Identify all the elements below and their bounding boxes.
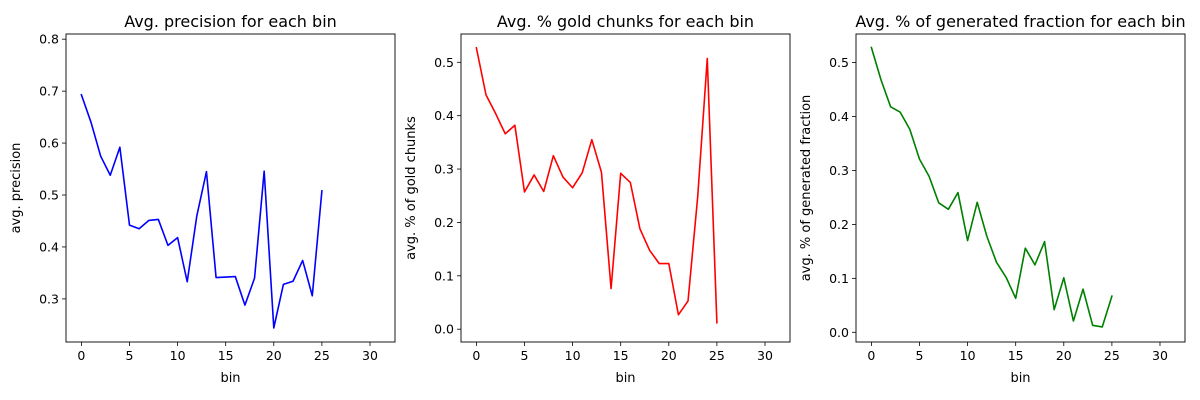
y-tick-label: 0.4 xyxy=(829,109,849,124)
x-tick-label: 10 xyxy=(565,348,581,363)
x-tick-label: 0 xyxy=(77,348,85,363)
plot-frame xyxy=(65,33,396,343)
chart-title: Avg. precision for each bin xyxy=(124,12,337,31)
x-tick-label: 25 xyxy=(314,348,330,363)
x-tick-label: 5 xyxy=(126,348,134,363)
plot-frame xyxy=(855,33,1186,343)
y-tick-label: 0.5 xyxy=(829,55,849,70)
y-tick-label: 0.1 xyxy=(434,268,454,283)
y-tick-label: 0.3 xyxy=(434,162,454,177)
series-line-1 xyxy=(80,93,323,329)
y-tick-label: 0.3 xyxy=(39,291,59,306)
x-tick-label: 5 xyxy=(521,348,529,363)
y-tick-label: 0.1 xyxy=(829,271,849,286)
x-tick-label: 0 xyxy=(867,348,875,363)
y-tick-label: 0.6 xyxy=(39,136,59,151)
x-tick-label: 15 xyxy=(1008,348,1024,363)
chart-panel-3: Avg. % of generated fraction for each bi… xyxy=(799,12,1186,386)
x-tick-label: 30 xyxy=(362,348,378,363)
y-tick-label: 0.2 xyxy=(434,215,454,230)
y-tick-label: 0.0 xyxy=(434,322,454,337)
chart-panel-1: Avg. precision for each bin 0 5 10 15 20 25 30 0… xyxy=(9,12,396,386)
y-tick-label: 0.0 xyxy=(829,325,849,340)
x-tick-label: 20 xyxy=(1056,348,1072,363)
x-axis-label: bin xyxy=(220,371,240,386)
series-line-1 xyxy=(475,46,718,324)
y-tick-label: 0.3 xyxy=(829,163,849,178)
chart-title: Avg. % of generated fraction for each bi… xyxy=(855,12,1185,31)
x-tick-label: 0 xyxy=(472,348,480,363)
x-tick-label: 25 xyxy=(1104,348,1120,363)
y-axis-label: avg. % of generated fraction xyxy=(799,95,814,282)
x-tick-label: 30 xyxy=(757,348,773,363)
x-tick-label: 30 xyxy=(1152,348,1168,363)
y-axis-label: avg. % of gold chunks xyxy=(404,116,419,260)
y-tick-label: 0.5 xyxy=(434,55,454,70)
y-tick-label: 0.8 xyxy=(39,32,59,47)
x-axis-label: bin xyxy=(1010,371,1030,386)
x-tick-label: 25 xyxy=(709,348,725,363)
x-tick-label: 20 xyxy=(266,348,282,363)
y-tick-label: 0.2 xyxy=(829,217,849,232)
chart-panel-2: Avg. % gold chunks for each bin 0 5 10 15 20 2… xyxy=(404,12,791,386)
y-tick-label: 0.4 xyxy=(39,239,59,254)
series-line-1 xyxy=(870,46,1113,328)
y-tick-label: 0.5 xyxy=(39,188,59,203)
x-tick-label: 5 xyxy=(916,348,924,363)
chart-title: Avg. % gold chunks for each bin xyxy=(497,12,754,31)
x-tick-label: 10 xyxy=(170,348,186,363)
x-tick-label: 10 xyxy=(960,348,976,363)
y-tick-label: 0.7 xyxy=(39,84,59,99)
x-axis-label: bin xyxy=(615,371,635,386)
y-axis-label: avg. precision xyxy=(9,143,24,234)
y-tick-label: 0.4 xyxy=(434,108,454,123)
x-tick-label: 15 xyxy=(613,348,629,363)
x-tick-label: 15 xyxy=(218,348,234,363)
x-tick-label: 20 xyxy=(661,348,677,363)
plot-frame xyxy=(460,33,791,343)
